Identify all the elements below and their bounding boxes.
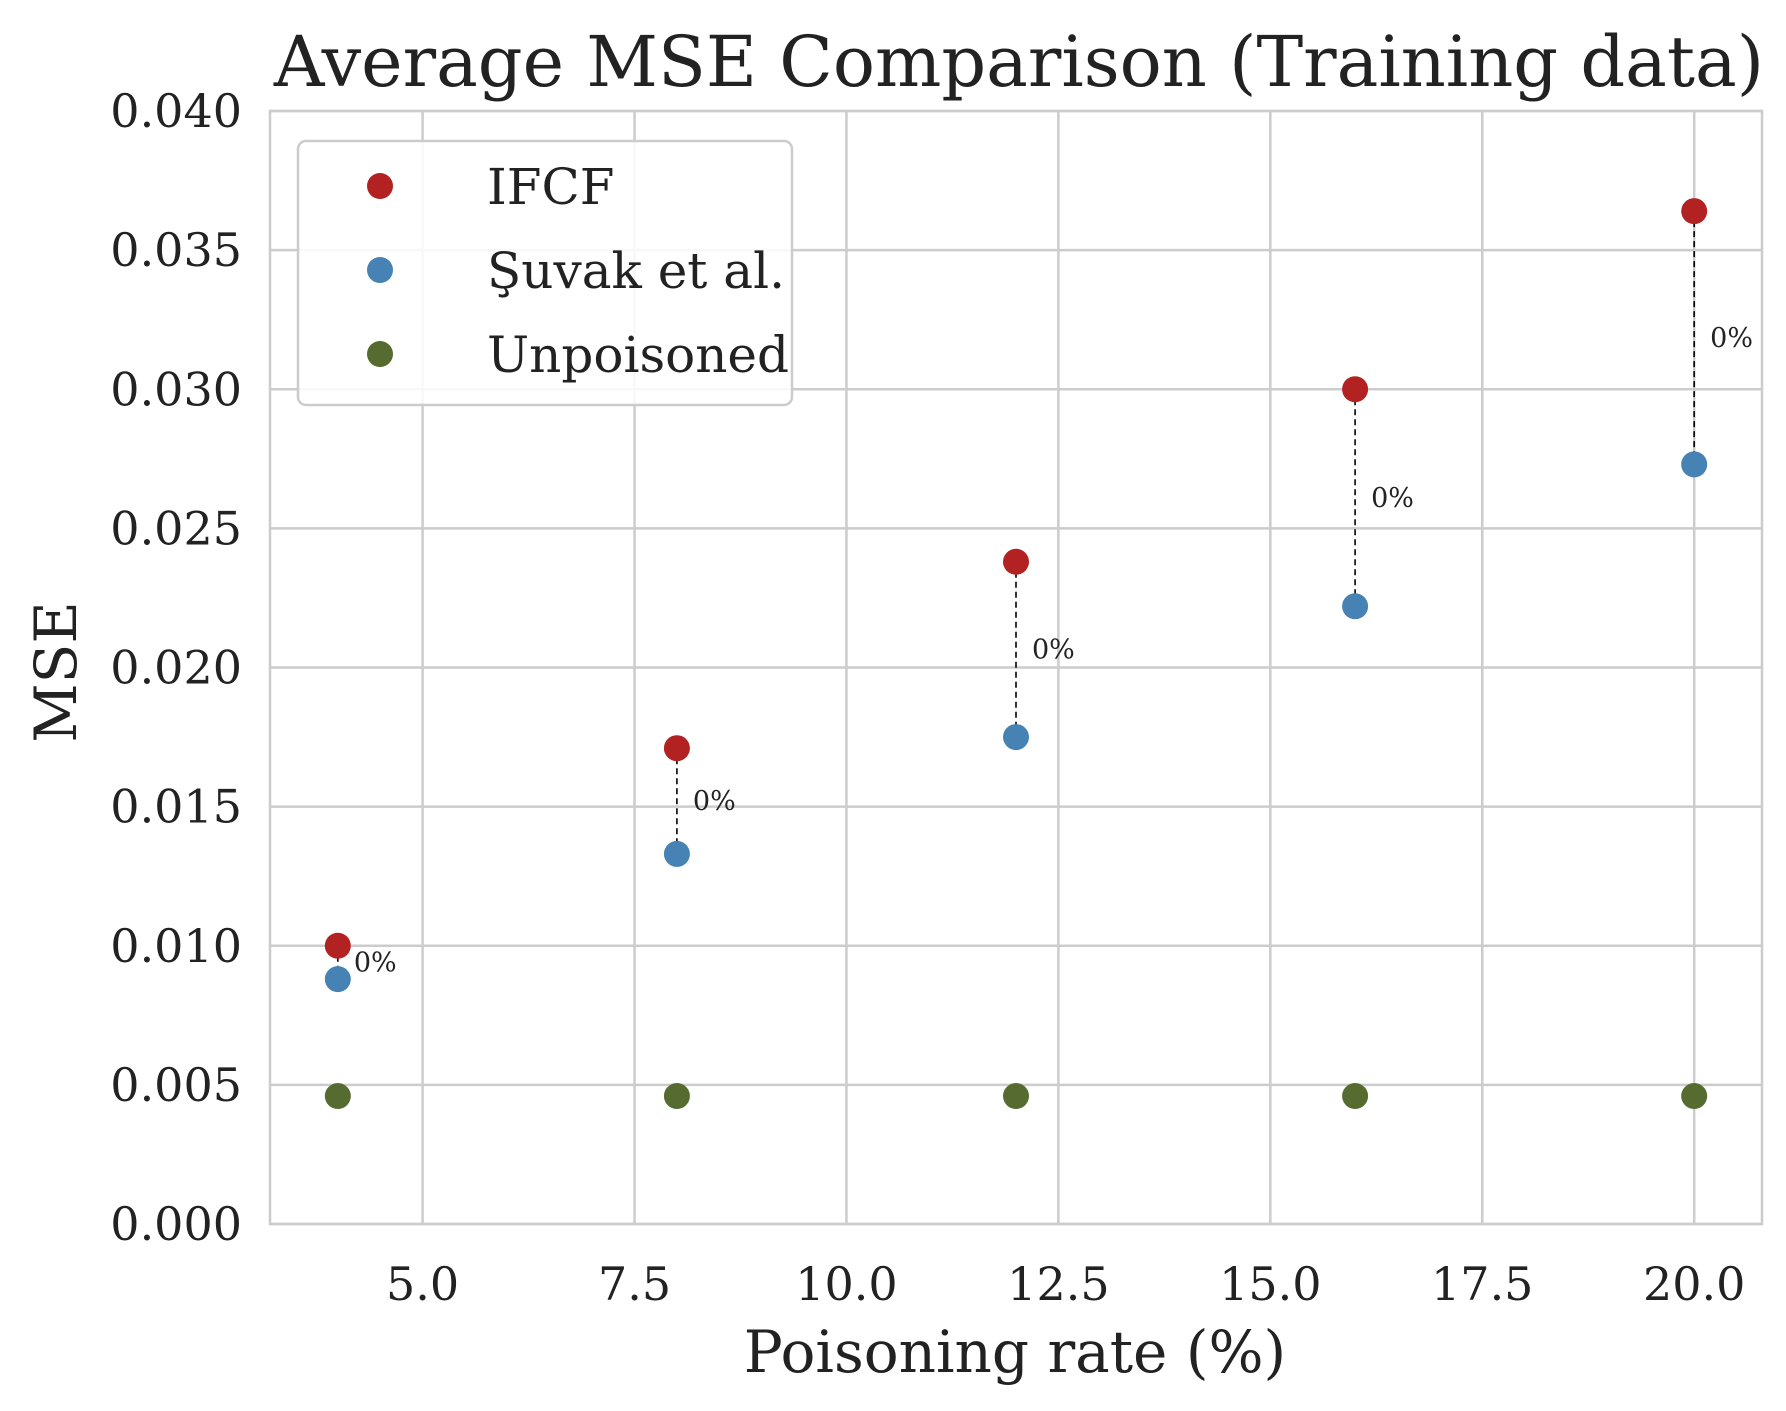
x-axis-label: Poisoning rate (%): [744, 1318, 1286, 1386]
x-tick-label: 10.0: [795, 1257, 897, 1311]
difference-label: 0%: [1032, 634, 1075, 665]
chart-title: Average MSE Comparison (Training data): [273, 21, 1764, 103]
legend-label: Unpoisoned: [487, 326, 789, 384]
legend-box: [296, 139, 794, 407]
y-tick-label: 0.000: [110, 1197, 242, 1251]
y-tick-label: 0.020: [110, 641, 242, 695]
y-tick-label: 0.015: [110, 780, 242, 834]
data-point: [663, 1083, 690, 1110]
data-point: [1681, 198, 1708, 225]
data-point: [663, 735, 690, 762]
grid-lines: [270, 109, 1762, 1226]
x-axis-ticks: 5.0 7.5 10.0 12.5 15.0 17.5 20.0: [386, 1257, 1745, 1311]
data-point: [324, 1083, 351, 1110]
data-point: [1003, 548, 1029, 575]
data-point: [1681, 1083, 1708, 1110]
legend-items: IFCF Şuvak et al. Unpoisoned: [367, 158, 789, 384]
y-axis-label: MSE: [22, 601, 90, 742]
data-point: [1003, 1083, 1029, 1110]
legend-marker: [367, 173, 393, 199]
y-tick-label: 0.035: [110, 223, 242, 277]
x-tick-label: 5.0: [386, 1257, 459, 1311]
x-tick-label: 12.5: [1007, 1257, 1109, 1311]
x-tick-label: 7.5: [598, 1257, 671, 1311]
difference-label: 0%: [693, 786, 736, 817]
difference-label: 0%: [1371, 483, 1414, 514]
difference-label: 0%: [354, 947, 397, 978]
data-point: [1342, 376, 1369, 403]
y-tick-label: 0.010: [110, 919, 242, 973]
y-tick-label: 0.040: [110, 84, 242, 138]
data-point: [1342, 593, 1369, 620]
data-point: [324, 932, 351, 959]
legend-label: IFCF: [487, 158, 614, 216]
y-axis-ticks: 0.000 0.005 0.010 0.015 0.020 0.025 0.030 0.035…: [110, 84, 242, 1251]
plot-area-frame: [268, 109, 1764, 1226]
y-tick-label: 0.025: [110, 501, 242, 555]
legend-marker: [367, 257, 393, 283]
data-point: [663, 840, 690, 867]
difference-label: 0%: [1710, 323, 1753, 354]
x-tick-label: 17.5: [1431, 1257, 1533, 1311]
legend-marker: [367, 341, 393, 367]
y-tick-label: 0.005: [110, 1058, 242, 1112]
data-point: [1003, 724, 1029, 751]
x-tick-label: 20.0: [1643, 1257, 1745, 1311]
data-point: [1342, 1083, 1369, 1110]
legend: IFCF Şuvak et al. Unpoisoned: [296, 139, 794, 407]
x-tick-label: 15.0: [1219, 1257, 1321, 1311]
y-tick-label: 0.030: [110, 362, 242, 416]
data-point: [1681, 451, 1708, 478]
legend-label: Şuvak et al.: [487, 242, 785, 300]
data-points: [324, 198, 1708, 1110]
data-point: [324, 966, 351, 993]
